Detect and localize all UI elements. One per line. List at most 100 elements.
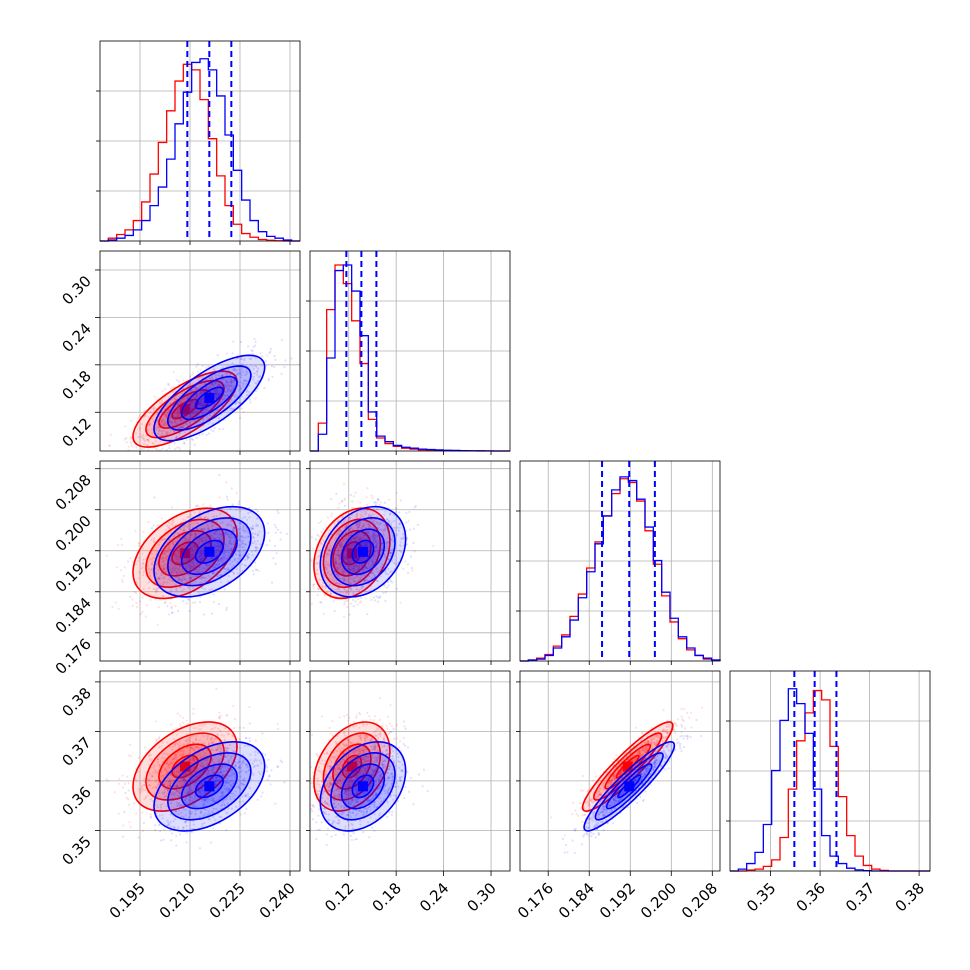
scatter-point <box>372 533 375 536</box>
scatter-point <box>204 538 207 541</box>
scatter-point <box>348 529 351 532</box>
scatter-point <box>152 524 155 527</box>
scatter-point <box>324 568 327 571</box>
scatter-point <box>362 556 365 559</box>
scatter-point <box>186 396 190 399</box>
scatter-point <box>259 375 262 378</box>
scatter-point <box>373 550 376 553</box>
scatter-point <box>337 554 340 557</box>
scatter-point <box>194 544 197 548</box>
scatter-point <box>212 510 215 513</box>
scatter-point <box>359 559 362 563</box>
scatter-point <box>256 510 259 513</box>
scatter-point <box>193 410 196 413</box>
scatter-point <box>351 567 354 571</box>
scatter-point <box>194 386 197 389</box>
scatter-point <box>232 526 236 530</box>
scatter-point <box>387 498 391 501</box>
scatter-point <box>184 422 187 425</box>
scatter-point <box>187 524 190 528</box>
scatter-point <box>179 400 182 403</box>
scatter-point <box>181 530 184 533</box>
scatter-point <box>399 541 402 544</box>
scatter-point <box>165 550 168 554</box>
scatter-point <box>395 510 398 514</box>
scatter-point <box>251 527 254 530</box>
scatter-point <box>386 547 389 550</box>
scatter-point <box>342 571 345 574</box>
scatter-point <box>115 456 117 458</box>
scatter-point <box>214 389 217 392</box>
scatter-point <box>190 566 193 569</box>
scatter-point <box>318 535 321 538</box>
scatter-point <box>176 561 179 564</box>
scatter-point <box>256 517 259 520</box>
scatter-point <box>170 387 173 390</box>
scatter-point <box>116 543 119 547</box>
scatter-point <box>149 455 151 457</box>
scatter-point <box>344 591 348 594</box>
scatter-point <box>242 411 245 414</box>
scatter-point <box>380 563 384 566</box>
scatter-point <box>217 393 220 396</box>
scatter-point <box>338 558 341 561</box>
scatter-point <box>224 531 227 534</box>
scatter-point <box>177 418 180 422</box>
scatter-point <box>176 712 179 715</box>
scatter-point <box>201 433 204 436</box>
scatter-point <box>182 528 186 531</box>
scatter-point <box>252 542 255 545</box>
scatter-point <box>340 570 343 573</box>
scatter-point <box>335 533 338 536</box>
scatter-point <box>359 501 362 504</box>
scatter-point <box>238 510 241 513</box>
scatter-point <box>189 415 192 418</box>
scatter-point <box>355 558 358 561</box>
scatter-point <box>190 547 194 551</box>
scatter-point <box>210 428 213 432</box>
scatter-point <box>238 507 241 510</box>
scatter-point <box>325 555 328 558</box>
scatter-point <box>351 598 355 602</box>
scatter-point <box>178 380 181 383</box>
scatter-point <box>197 555 201 559</box>
scatter-point <box>217 384 220 387</box>
scatter-point <box>341 516 344 519</box>
scatter-point <box>219 545 222 549</box>
scatter-point <box>185 438 188 442</box>
scatter-point <box>162 566 165 569</box>
scatter-point <box>228 385 231 388</box>
scatter-point <box>144 439 147 442</box>
scatter-point <box>105 554 108 557</box>
scatter-point <box>252 375 255 378</box>
scatter-point <box>217 545 220 548</box>
scatter-point <box>159 582 162 585</box>
scatter-point <box>222 552 225 555</box>
scatter-point <box>207 387 210 390</box>
scatter-point <box>206 523 209 527</box>
scatter-point <box>228 541 231 544</box>
scatter-point <box>190 577 193 580</box>
scatter-point <box>164 600 167 604</box>
scatter-point <box>192 396 195 399</box>
scatter-point <box>171 520 174 523</box>
scatter-point <box>189 389 193 393</box>
scatter-point <box>141 566 144 569</box>
scatter-point <box>324 535 327 538</box>
scatter-point <box>354 536 357 539</box>
scatter-point <box>200 577 203 580</box>
scatter-point <box>123 438 126 441</box>
scatter-point <box>375 568 378 571</box>
scatter-point <box>364 512 368 515</box>
scatter-point <box>175 587 178 590</box>
scatter-point <box>223 548 227 551</box>
scatter-point <box>337 506 340 509</box>
scatter-point <box>193 420 196 423</box>
scatter-point <box>194 533 197 536</box>
scatter-point <box>167 526 171 529</box>
scatter-point <box>213 537 216 540</box>
scatter-point <box>246 556 249 559</box>
scatter-point <box>238 531 241 535</box>
scatter-point <box>244 536 247 539</box>
scatter-point <box>266 522 269 525</box>
